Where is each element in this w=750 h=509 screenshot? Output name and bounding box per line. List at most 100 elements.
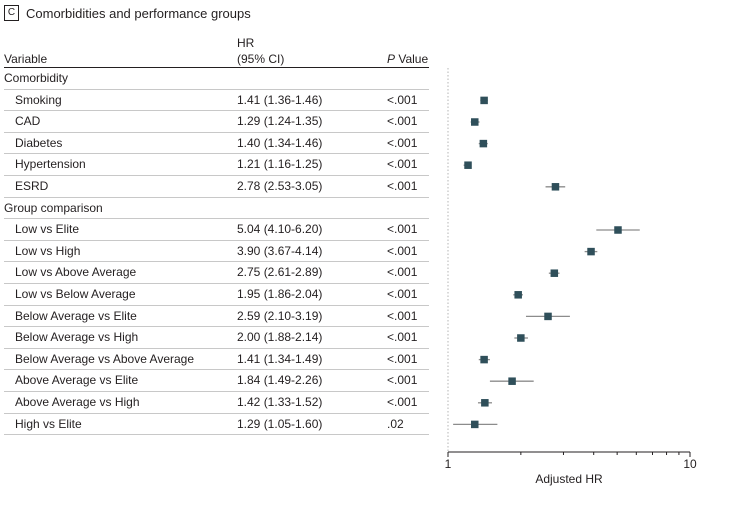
point-marker [464, 161, 472, 169]
hr-value: 1.29 (1.24-1.35) [237, 114, 323, 129]
p-value: <.001 [387, 330, 418, 345]
row-divider [4, 174, 429, 176]
variable-label: Below Average vs Elite [15, 308, 137, 323]
row-divider [4, 88, 429, 90]
row-divider [4, 412, 429, 414]
hr-value: 1.41 (1.34-1.49) [237, 351, 323, 366]
p-value: <.001 [387, 265, 418, 280]
p-value: .02 [387, 416, 404, 431]
x-axis-title: Adjusted HR [535, 472, 603, 486]
point-marker [471, 420, 479, 429]
hr-value: 1.41 (1.36-1.46) [237, 92, 323, 107]
variable-label: Above Average vs Elite [15, 373, 139, 388]
p-value-header: P Value [387, 52, 428, 66]
variable-label: Low vs High [15, 243, 81, 258]
x-tick-label: 10 [683, 457, 697, 471]
row-divider [4, 369, 429, 371]
table-row: Above Average vs High 1.42 (1.33-1.52) <.0… [4, 392, 429, 414]
table-row: Low vs Elite 5.04 (4.10-6.20) <.001 [4, 219, 429, 241]
hr-value: 2.59 (2.10-3.19) [237, 308, 323, 323]
table-row: Below Average vs Elite 2.59 (2.10-3.19) <.… [4, 306, 429, 328]
section-label: Group comparison [4, 200, 103, 215]
section-row: Group comparison [4, 198, 429, 220]
p-value: <.001 [387, 395, 418, 409]
point-marker [479, 139, 488, 148]
panel-header: C Comorbidities and performance groups [4, 4, 251, 22]
p-value: <.001 [387, 157, 418, 172]
table-row: Low vs Above Average 2.75 (2.61-2.89) <.00… [4, 262, 429, 284]
variable-label: Below Average vs High [15, 330, 139, 345]
table-row: Smoking 1.41 (1.36-1.46) <.001 [4, 90, 429, 112]
point-marker [508, 377, 516, 385]
hr-value: 1.95 (1.86-2.04) [237, 287, 323, 301]
p-value: <.001 [387, 373, 418, 388]
table-row: Above Average vs Elite 1.84 (1.49-2.26) <.… [4, 370, 429, 392]
point-marker [517, 334, 525, 342]
table-row: ESRD 2.78 (2.53-3.05) <.001 [4, 176, 429, 198]
hr-value: 2.78 (2.53-3.05) [237, 179, 323, 193]
row-divider [4, 390, 429, 392]
p-value: <.001 [387, 92, 418, 107]
variable-header: Variable [4, 52, 48, 66]
p-value: <.001 [387, 287, 418, 301]
row-divider [4, 282, 429, 284]
variable-label: Low vs Above Average [15, 265, 137, 280]
row-divider [4, 304, 429, 306]
hr-value: 1.29 (1.05-1.60) [237, 416, 323, 431]
point-marker [471, 118, 479, 126]
hr-value: 2.75 (2.61-2.89) [237, 265, 323, 280]
p-value: <.001 [387, 114, 418, 129]
variable-label: Smoking [15, 92, 62, 107]
row-divider [4, 326, 429, 328]
hr-value: 1.40 (1.34-1.46) [237, 135, 323, 150]
p-value: <.001 [387, 243, 418, 258]
point-marker [544, 312, 552, 321]
hr-value: 1.84 (1.49-2.26) [237, 373, 323, 388]
row-divider [4, 218, 429, 220]
variable-label: High vs Elite [15, 416, 82, 431]
table-row: High vs Elite 1.29 (1.05-1.60) .02 [4, 414, 429, 436]
panel-letter: C [4, 5, 19, 21]
row-divider [4, 347, 429, 349]
point-marker [480, 96, 488, 105]
row-divider [4, 131, 429, 133]
variable-label: CAD [15, 114, 41, 129]
variable-label: Diabetes [15, 135, 63, 150]
ci-header: (95% CI) [237, 52, 285, 66]
variable-label: Below Average vs Above Average [15, 351, 195, 366]
variable-label: Above Average vs High [15, 395, 140, 409]
variable-label: ESRD [15, 179, 49, 193]
hr-header: HR [237, 36, 255, 50]
p-italic: P [387, 52, 396, 66]
hr-value: 1.42 (1.33-1.52) [237, 395, 323, 409]
row-divider [4, 153, 429, 155]
p-value: <.001 [387, 222, 418, 237]
panel-title: Comorbidities and performance groups [26, 5, 251, 21]
table-row: Diabetes 1.40 (1.34-1.46) <.001 [4, 133, 429, 155]
row-divider [4, 261, 429, 263]
hr-value: 1.21 (1.16-1.25) [237, 157, 323, 172]
table-row: CAD 1.29 (1.24-1.35) <.001 [4, 111, 429, 133]
p-value: <.001 [387, 179, 418, 193]
point-marker [587, 247, 595, 256]
section-label: Comorbidity [4, 71, 69, 85]
point-marker [514, 291, 522, 299]
point-marker [550, 269, 559, 277]
row-divider [4, 434, 429, 436]
table-row: Below Average vs High 2.00 (1.88-2.14) <.0… [4, 327, 429, 349]
hr-value: 5.04 (4.10-6.20) [237, 222, 323, 237]
p-value: <.001 [387, 308, 418, 323]
row-divider [4, 239, 429, 241]
table-row: Low vs Below Average 1.95 (1.86-2.04) <.00… [4, 284, 429, 306]
p-value: <.001 [387, 351, 418, 366]
table-row: Low vs High 3.90 (3.67-4.14) <.001 [4, 241, 429, 263]
row-divider [4, 110, 429, 112]
header-rule [4, 67, 429, 68]
x-tick-label: 1 [445, 457, 452, 471]
p-value-rest: Value [395, 52, 429, 66]
hr-value: 2.00 (1.88-2.14) [237, 330, 323, 345]
section-row: Comorbidity [4, 68, 429, 90]
table-row: Below Average vs Above Average 1.41 (1.34… [4, 349, 429, 371]
table-row: Hypertension 1.21 (1.16-1.25) <.001 [4, 154, 429, 176]
